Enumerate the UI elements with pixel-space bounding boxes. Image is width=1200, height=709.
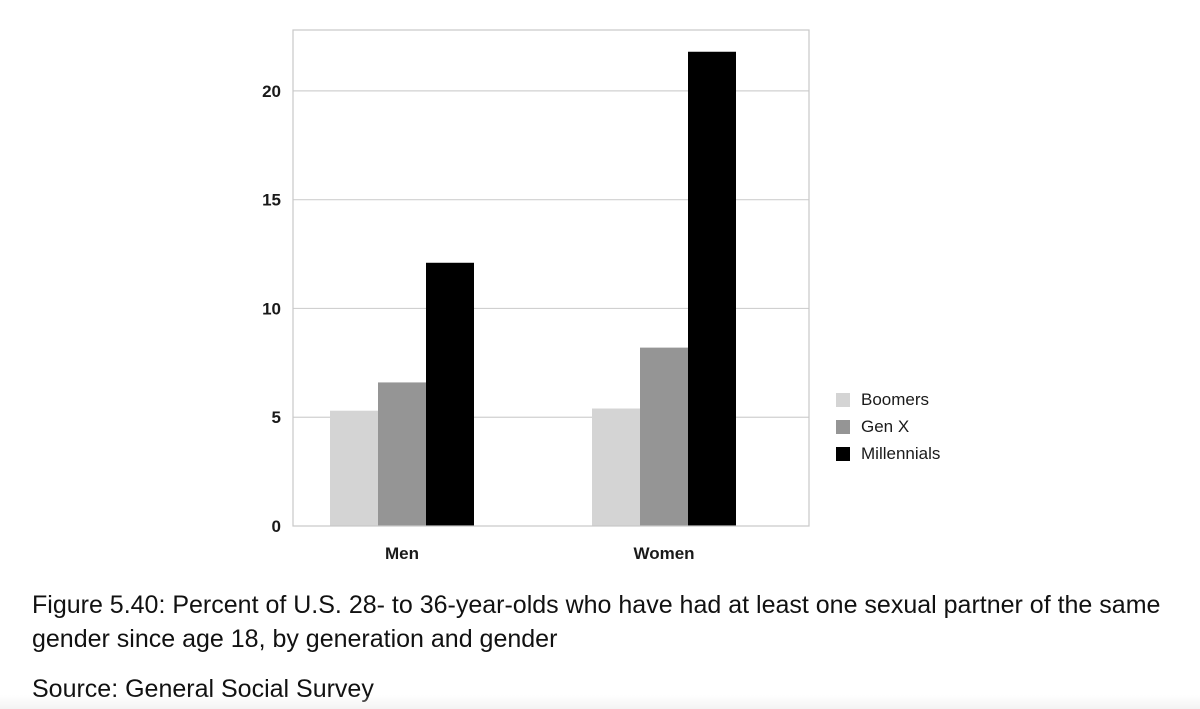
bar-boomers-men: [330, 410, 378, 526]
y-axis-ticks: 0 5 10 15 20: [262, 82, 281, 536]
legend-swatch: [836, 393, 850, 407]
y-tick-label: 0: [272, 517, 281, 536]
bar-gen-x-women: [640, 347, 688, 526]
legend-label: Gen X: [861, 417, 909, 436]
legend-label: Millennials: [861, 444, 940, 463]
bars: [330, 51, 736, 526]
legend-swatch: [836, 420, 850, 434]
x-category-label: Men: [385, 544, 419, 563]
y-tick-label: 20: [262, 82, 281, 101]
legend-swatch: [836, 447, 850, 461]
x-category-label: Women: [633, 544, 694, 563]
bottom-fade: [0, 695, 1200, 709]
bar-boomers-women: [592, 408, 640, 526]
legend-label: Boomers: [861, 390, 929, 409]
bar-millennials-women: [688, 51, 736, 526]
bar-chart: 0 5 10 15 20 Men Women Boomers Gen X Millennial…: [262, 29, 940, 563]
y-tick-label: 10: [262, 299, 281, 318]
x-axis-categories: Men Women: [385, 544, 695, 563]
y-tick-label: 5: [272, 408, 281, 427]
plot-frame: [292, 29, 810, 527]
bar-millennials-men: [426, 262, 474, 526]
y-tick-label: 15: [262, 191, 281, 210]
legend: Boomers Gen X Millennials: [836, 390, 940, 463]
bar-gen-x-men: [378, 382, 426, 526]
figure-caption: Figure 5.40: Percent of U.S. 28- to 36-y…: [32, 591, 1161, 653]
